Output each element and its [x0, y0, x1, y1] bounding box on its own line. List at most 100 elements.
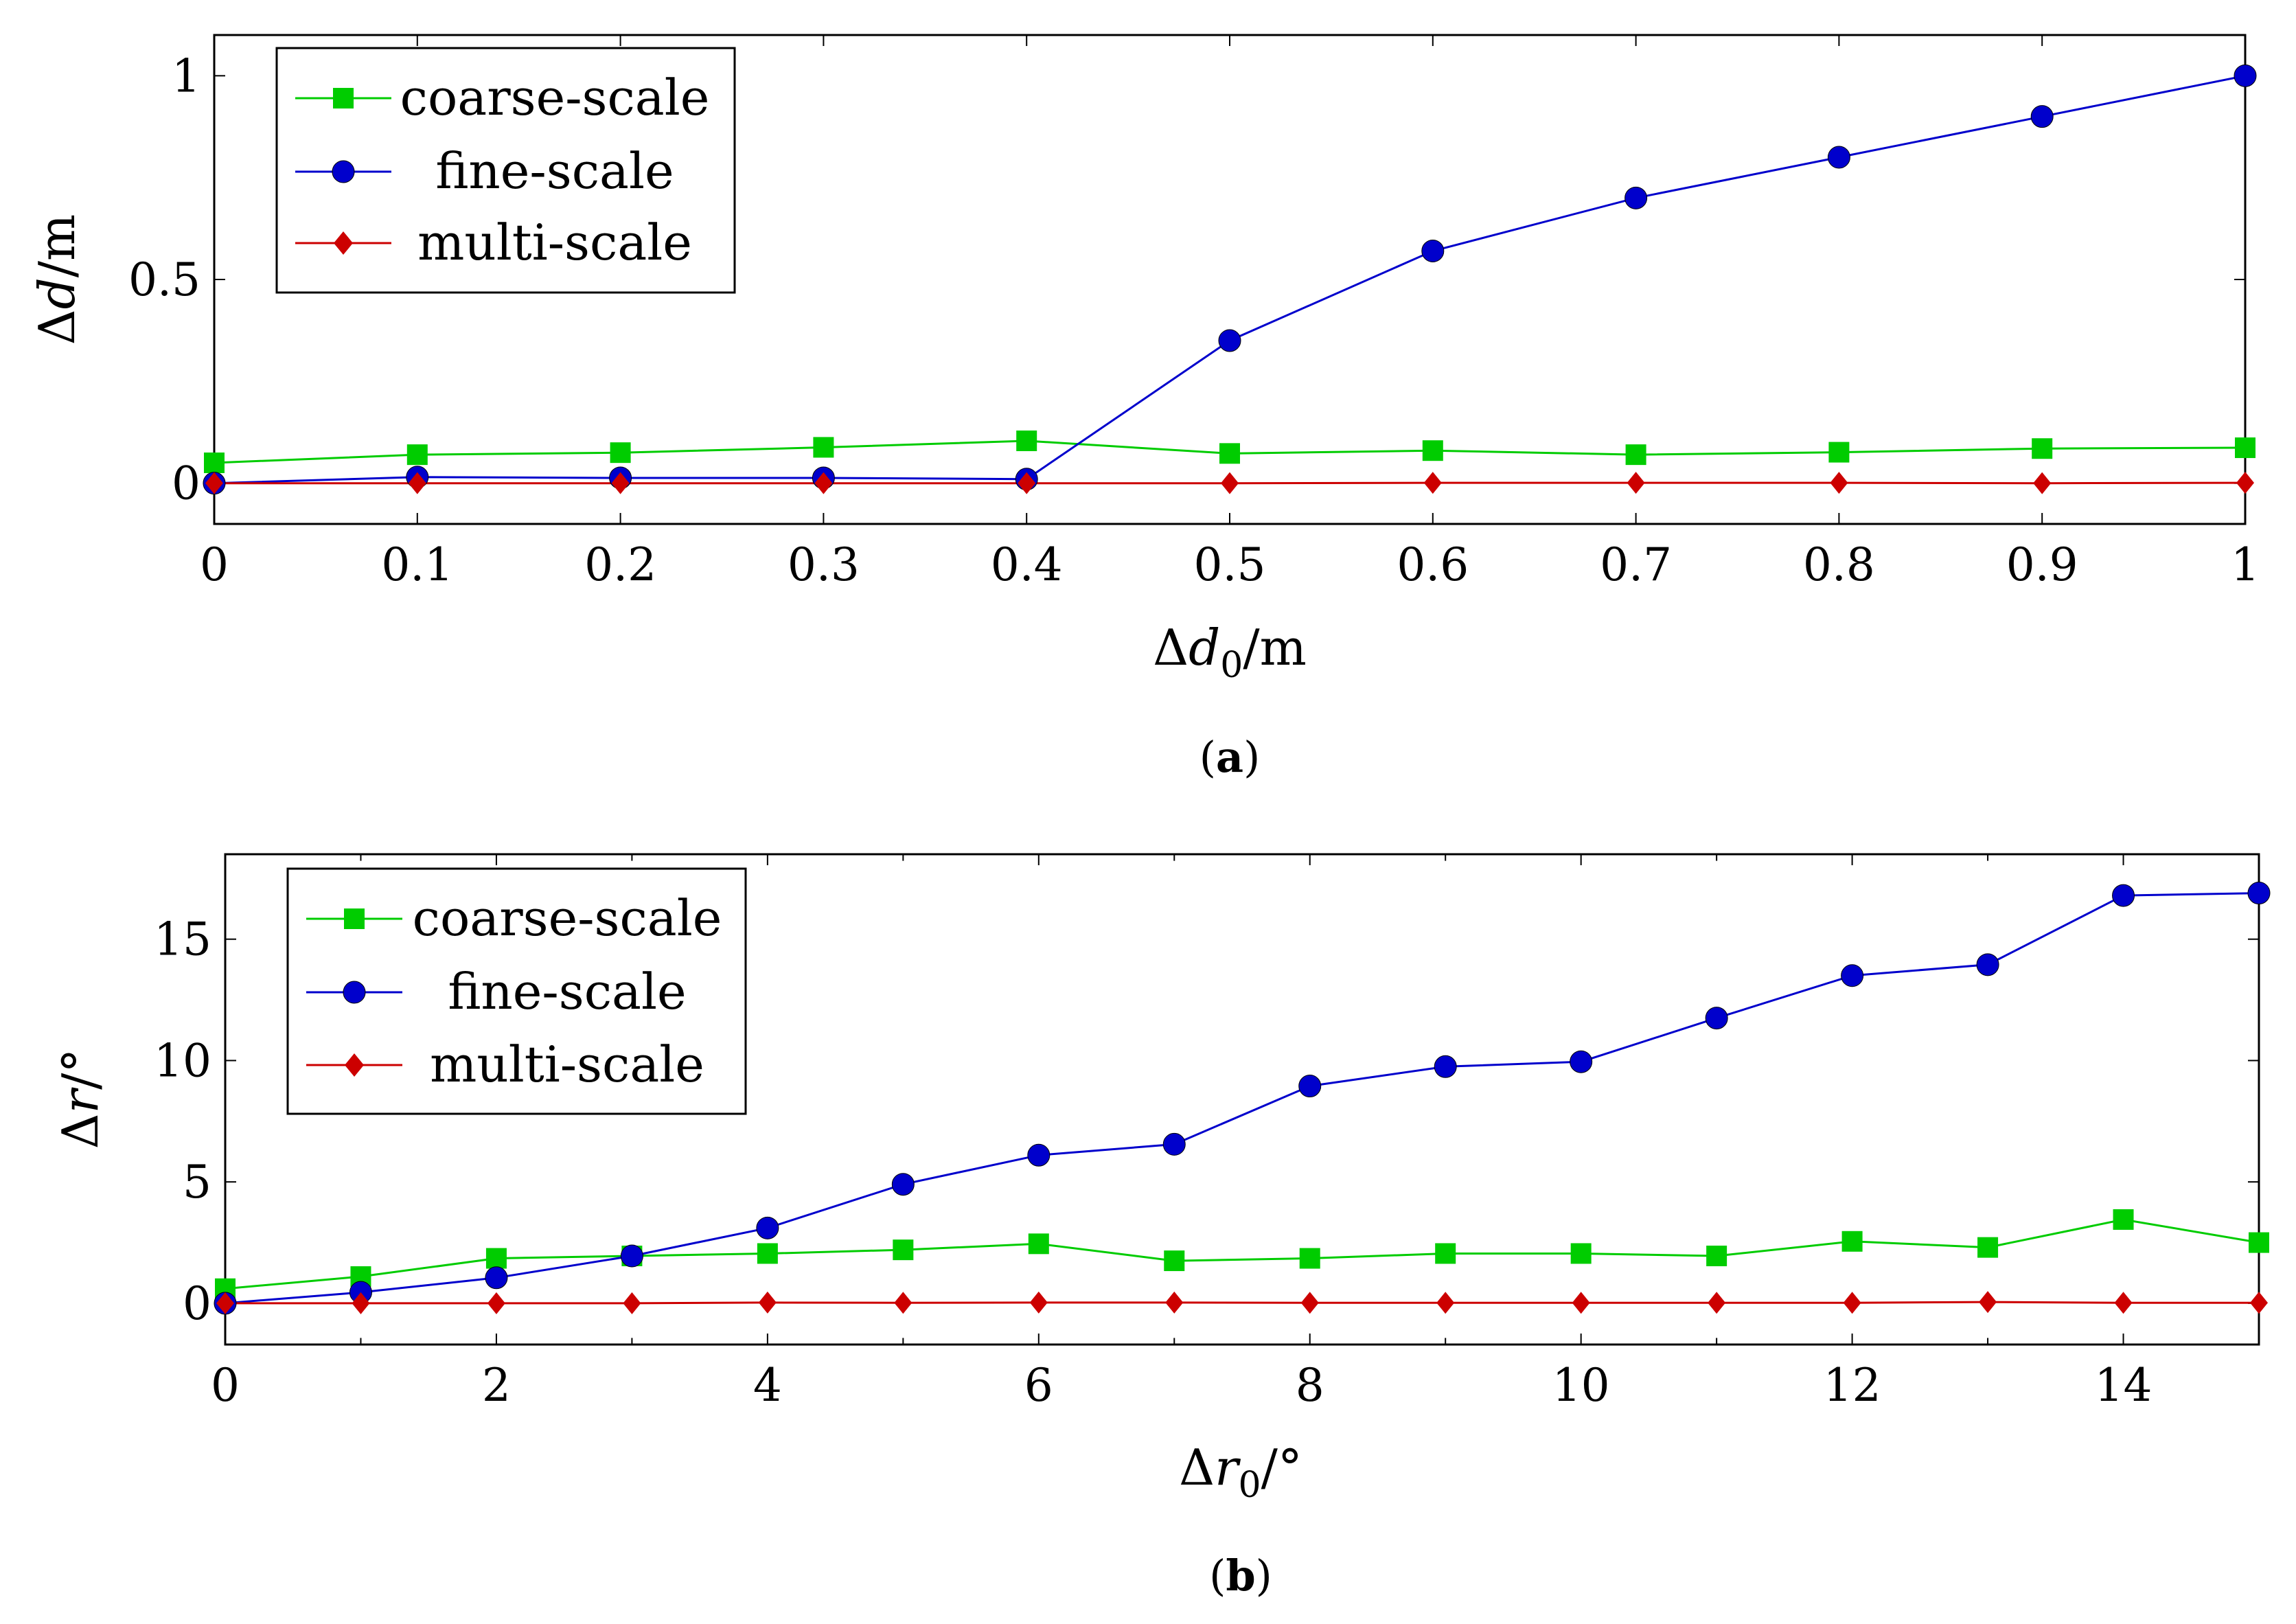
- data-point-fine-scale: [891, 1173, 915, 1196]
- data-point-fine-scale: [1976, 953, 1999, 976]
- data-point-fine-scale: [1705, 1007, 1728, 1030]
- legend-marker-multi-b: [345, 1053, 364, 1077]
- x-tick-label: 0.7: [1600, 538, 1672, 591]
- series-line-fine-scale: [225, 892, 2259, 1305]
- data-point-multi-scale: [1708, 1292, 1726, 1314]
- data-point-fine-scale: [1162, 1132, 1186, 1156]
- x-tick-label: 0.9: [2006, 538, 2078, 591]
- data-point-multi-scale: [216, 1292, 234, 1314]
- data-point-multi-scale: [2114, 1292, 2133, 1314]
- data-point-coarse-scale: [2235, 437, 2255, 459]
- y-tick-label: 0: [172, 457, 200, 510]
- data-point-coarse-scale: [485, 1248, 507, 1269]
- data-point-coarse-scale: [406, 444, 428, 466]
- legend-a: coarse-scale fine-scale multi-scale: [275, 47, 736, 294]
- data-point-multi-scale: [2033, 472, 2052, 494]
- x-tick-label: 0.4: [991, 538, 1063, 591]
- data-point-fine-scale: [1434, 1055, 1457, 1078]
- legend-label-multi-b: multi-scale: [430, 1036, 704, 1093]
- x-tick-label: 0: [200, 538, 229, 591]
- legend-label-coarse-b: coarse-scale: [413, 889, 722, 947]
- data-point-fine-scale: [2234, 64, 2257, 87]
- data-point-coarse-scale: [813, 437, 834, 458]
- data-point-fine-scale: [1027, 1143, 1051, 1167]
- x-tick-label: 0.8: [1803, 538, 1875, 591]
- chart-panel-b: 0 2 4 6 8 10 12 14 0 5 10 15 Δr0/° Δr/° coarse-sca…: [51, 853, 2271, 1601]
- x-tick-label: 0.3: [788, 538, 860, 591]
- data-point-multi-scale: [1300, 1292, 1319, 1314]
- data-point-multi-scale: [408, 472, 426, 494]
- data-point-coarse-scale: [1706, 1245, 1727, 1266]
- x-tick-label: 8: [1296, 1359, 1324, 1412]
- data-point-fine-scale: [485, 1266, 508, 1290]
- legend-label-fine-b: fine-scale: [448, 963, 686, 1020]
- x-tick-label: 0.1: [381, 538, 453, 591]
- data-point-multi-scale: [487, 1292, 505, 1314]
- x-tick-label: 0.6: [1397, 538, 1469, 591]
- data-point-coarse-scale: [1828, 442, 1850, 463]
- data-point-multi-scale: [1165, 1291, 1184, 1314]
- data-point-fine-scale: [2247, 882, 2271, 905]
- data-point-multi-scale: [1843, 1292, 1861, 1314]
- data-point-fine-scale: [1298, 1075, 1322, 1098]
- x-tick-label: 0.2: [584, 538, 656, 591]
- data-point-coarse-scale: [1570, 1243, 1592, 1264]
- panel-caption-b: (b): [1209, 1551, 1272, 1601]
- data-point-coarse-scale: [1977, 1237, 1999, 1258]
- legend-marker-multi-a: [334, 231, 353, 255]
- panel-caption-a: (a): [1199, 732, 1261, 782]
- data-point-multi-scale: [894, 1292, 912, 1314]
- chart-panel-a: 0 0.1 0.2 0.3 0.4 0.5 0.6 0.7 0.8 0.9 1 0 0.5 1 Δd0/…: [28, 34, 2260, 782]
- y-tick-label: 0: [183, 1277, 211, 1330]
- x-tick-label: 1: [2231, 538, 2260, 591]
- series-line-coarse-scale: [225, 1218, 2259, 1290]
- plot-frame-b: [224, 853, 2260, 1346]
- data-point-multi-scale: [1979, 1291, 1997, 1314]
- legend-marker-fine-b: [343, 981, 366, 1004]
- data-point-coarse-scale: [893, 1239, 914, 1261]
- series-line-multi-scale: [225, 1301, 2259, 1305]
- y-tick-label: 10: [154, 1034, 211, 1087]
- data-point-coarse-scale: [1028, 1233, 1049, 1255]
- x-tick-label: 0: [211, 1359, 240, 1412]
- data-point-multi-scale: [1029, 1291, 1048, 1314]
- data-point-fine-scale: [2112, 884, 2135, 907]
- data-point-multi-scale: [2236, 472, 2254, 494]
- data-point-coarse-scale: [1841, 1231, 1863, 1252]
- data-point-coarse-scale: [1422, 440, 1443, 461]
- data-point-fine-scale: [1841, 964, 1864, 987]
- legend-marker-coarse-b: [344, 908, 365, 929]
- data-point-multi-scale: [1572, 1292, 1590, 1314]
- x-tick-label: 14: [2095, 1359, 2152, 1412]
- data-point-multi-scale: [623, 1292, 641, 1314]
- legend-b: coarse-scale fine-scale multi-scale: [286, 867, 747, 1115]
- data-point-multi-scale: [1221, 472, 1239, 494]
- data-point-coarse-scale: [1625, 444, 1646, 466]
- legend-label-multi-a: multi-scale: [417, 214, 692, 271]
- y-tick-label: 1: [172, 49, 200, 102]
- data-point-fine-scale: [1827, 146, 1850, 169]
- data-point-coarse-scale: [610, 442, 631, 464]
- data-point-multi-scale: [1423, 472, 1442, 494]
- data-point-fine-scale: [1421, 239, 1445, 262]
- data-point-multi-scale: [1627, 472, 1645, 494]
- data-point-coarse-scale: [757, 1243, 778, 1264]
- x-tick-label: 6: [1024, 1359, 1053, 1412]
- x-tick-label: 12: [1824, 1359, 1881, 1412]
- x-tick-label: 0.5: [1194, 538, 1266, 591]
- data-point-coarse-scale: [2032, 438, 2053, 459]
- x-tick-label: 4: [753, 1359, 782, 1412]
- y-tick-label: 15: [154, 913, 211, 966]
- data-point-fine-scale: [1570, 1050, 1593, 1073]
- y-tick-label: 5: [183, 1156, 211, 1209]
- x-tick-label: 2: [482, 1359, 511, 1412]
- data-point-coarse-scale: [2113, 1209, 2134, 1230]
- x-tick-label: 10: [1552, 1359, 1610, 1412]
- y-axis-label-b: Δr/°: [51, 1049, 109, 1150]
- data-point-multi-scale: [1436, 1292, 1455, 1314]
- data-point-coarse-scale: [1435, 1243, 1456, 1264]
- data-point-coarse-scale: [1299, 1248, 1320, 1269]
- data-point-fine-scale: [1625, 186, 1648, 209]
- legend-label-fine-a: fine-scale: [435, 142, 674, 200]
